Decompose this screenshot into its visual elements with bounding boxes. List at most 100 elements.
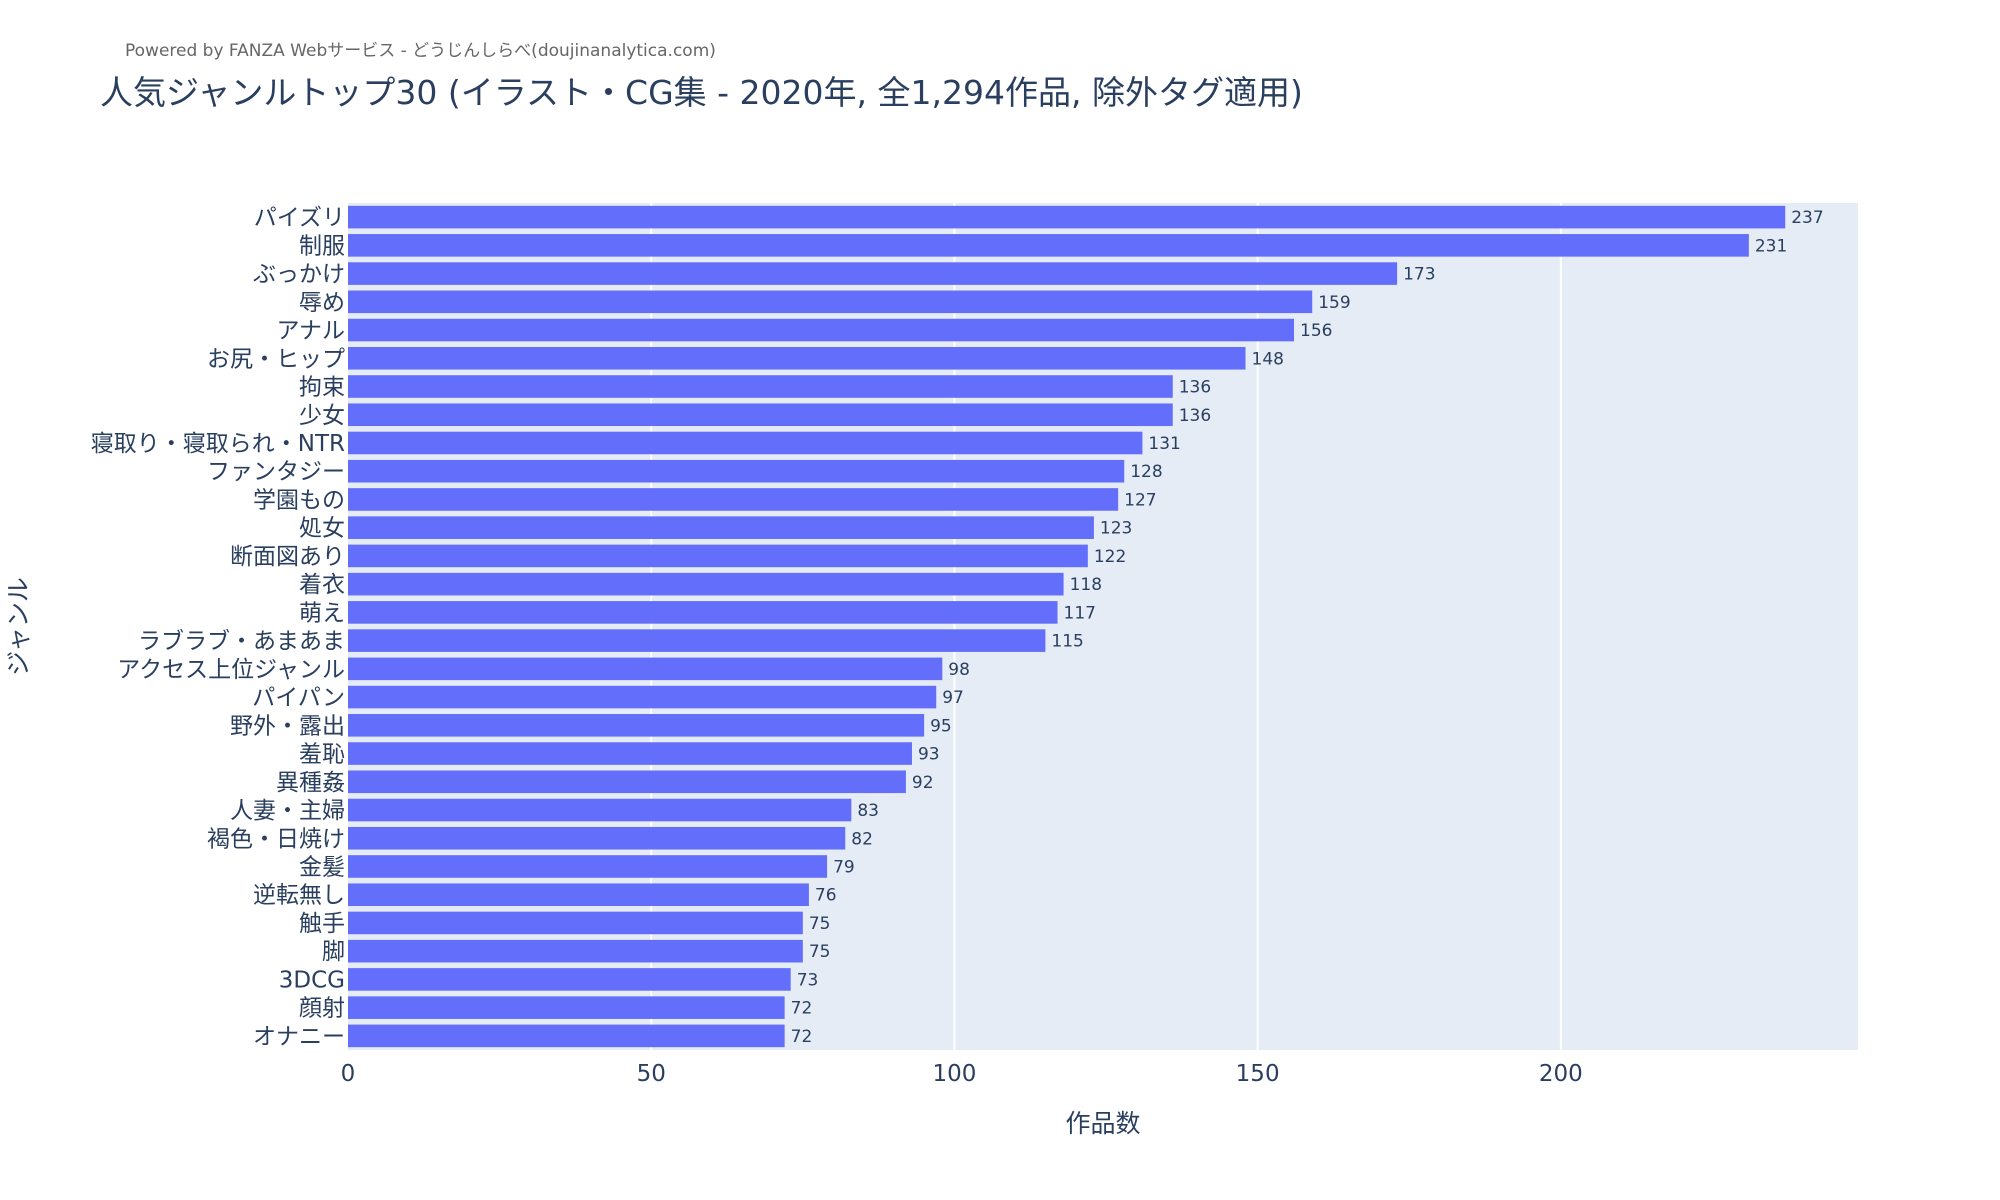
category-label: お尻・ヒップ xyxy=(207,346,345,372)
bar[interactable] xyxy=(348,205,1786,229)
category-label: ぶっかけ xyxy=(253,262,345,288)
bar[interactable] xyxy=(348,346,1246,370)
category-label: 寝取り・寝取られ・NTR xyxy=(91,431,345,457)
category-label: 顔射 xyxy=(299,996,345,1022)
bar-value-label: 131 xyxy=(1148,434,1180,454)
bar[interactable] xyxy=(348,318,1295,342)
y-axis-title: ジャンル xyxy=(4,577,33,676)
category-label: 触手 xyxy=(299,911,345,937)
bar-value-label: 72 xyxy=(791,1027,813,1047)
bar-value-label: 127 xyxy=(1124,490,1156,510)
bar-value-label: 159 xyxy=(1318,293,1350,313)
bar[interactable] xyxy=(348,939,803,963)
bar-value-label: 76 xyxy=(815,886,837,906)
bar[interactable] xyxy=(348,290,1313,314)
bar[interactable] xyxy=(348,911,803,935)
bar[interactable] xyxy=(348,403,1173,427)
bar-value-label: 92 xyxy=(912,773,934,793)
category-label: 脚 xyxy=(322,939,345,965)
chart-title: 人気ジャンルトップ30 (イラスト・CG集 - 2020年, 全1,294作品,… xyxy=(100,73,1303,112)
category-label: 褐色・日焼け xyxy=(207,826,345,852)
bar[interactable] xyxy=(348,516,1094,539)
category-label: 拘束 xyxy=(299,375,345,401)
category-label: 学園もの xyxy=(253,487,345,513)
bar[interactable] xyxy=(348,234,1749,257)
bar[interactable] xyxy=(348,883,809,907)
category-label: アナル xyxy=(276,318,345,344)
x-tick-label: 200 xyxy=(1539,1061,1583,1087)
bar-value-label: 173 xyxy=(1403,265,1435,285)
bar[interactable] xyxy=(348,375,1173,398)
bar-value-label: 136 xyxy=(1179,378,1211,398)
bar[interactable] xyxy=(348,544,1088,568)
bar[interactable] xyxy=(348,1024,785,1048)
category-label: 異種姦 xyxy=(276,770,345,796)
gridlines xyxy=(650,203,1562,1050)
bar-value-label: 97 xyxy=(942,688,964,708)
bar[interactable] xyxy=(348,431,1143,455)
bar-value-label: 237 xyxy=(1791,208,1823,228)
category-label: ラブラブ・あまあま xyxy=(138,629,345,655)
bar[interactable] xyxy=(348,262,1398,285)
bar-value-label: 123 xyxy=(1100,519,1132,539)
x-tick-label: 0 xyxy=(341,1061,356,1087)
category-label: 羞恥 xyxy=(299,742,345,768)
bar-value-label: 72 xyxy=(791,999,813,1019)
bar-value-label: 98 xyxy=(948,660,970,680)
bar-value-label: 82 xyxy=(851,829,873,849)
bar[interactable] xyxy=(348,968,791,991)
bar-value-label: 93 xyxy=(918,745,940,765)
bar[interactable] xyxy=(348,459,1125,483)
bar[interactable] xyxy=(348,996,785,1019)
category-label: アクセス上位ジャンル xyxy=(117,657,345,683)
category-label: 逆転無し xyxy=(253,883,345,909)
bar-value-label: 83 xyxy=(857,801,879,821)
category-label: 萌え xyxy=(299,600,345,626)
category-labels: パイズリ制服ぶっかけ辱めアナルお尻・ヒップ拘束少女寝取り・寝取られ・NTRファン… xyxy=(91,205,345,1050)
plot-area xyxy=(348,203,1858,1050)
category-label: ファンタジー xyxy=(207,459,345,485)
bars xyxy=(348,205,1786,1048)
bar-value-label: 95 xyxy=(930,716,952,736)
category-label: パイパン xyxy=(252,685,345,711)
category-label: 着衣 xyxy=(299,572,345,598)
bar-value-label: 148 xyxy=(1252,349,1284,369)
bar-value-label: 75 xyxy=(809,942,831,962)
bar-value-label: 117 xyxy=(1064,603,1096,623)
bar[interactable] xyxy=(348,685,937,709)
bar[interactable] xyxy=(348,742,912,765)
x-tick-label: 150 xyxy=(1236,1061,1280,1087)
bar-value-label: 156 xyxy=(1300,321,1332,341)
bar-value-label: 231 xyxy=(1755,236,1787,256)
x-axis-title: 作品数 xyxy=(1065,1109,1140,1138)
category-label: 人妻・主婦 xyxy=(230,798,345,824)
category-label: 金髪 xyxy=(299,854,345,880)
category-label: 処女 xyxy=(299,516,345,542)
bar[interactable] xyxy=(348,826,846,850)
bar-value-label: 128 xyxy=(1130,462,1162,482)
bar-value-label: 73 xyxy=(797,970,819,990)
category-label: 制服 xyxy=(299,233,345,259)
category-label: 辱め xyxy=(299,290,345,316)
bar[interactable] xyxy=(348,657,943,681)
bar-value-label: 115 xyxy=(1051,632,1083,652)
bar[interactable] xyxy=(348,572,1064,596)
category-label: 少女 xyxy=(299,403,345,429)
bar[interactable] xyxy=(348,629,1046,652)
credit-text: Powered by FANZA Webサービス - どうじんしらべ(douji… xyxy=(125,41,716,61)
bar[interactable] xyxy=(348,798,852,822)
category-label: オナニー xyxy=(253,1024,345,1050)
bar[interactable] xyxy=(348,714,925,737)
bar[interactable] xyxy=(348,601,1058,624)
bar-value-label: 118 xyxy=(1070,575,1102,595)
x-tick-label: 50 xyxy=(637,1061,666,1087)
bar-value-label: 122 xyxy=(1094,547,1126,567)
category-label: 断面図あり xyxy=(230,544,345,570)
bar[interactable] xyxy=(348,770,906,794)
bar-value-label: 79 xyxy=(833,857,855,877)
x-tick-labels: 0 50 100 150 200 xyxy=(341,1061,1583,1087)
bar[interactable] xyxy=(348,488,1119,511)
bar[interactable] xyxy=(348,855,828,878)
